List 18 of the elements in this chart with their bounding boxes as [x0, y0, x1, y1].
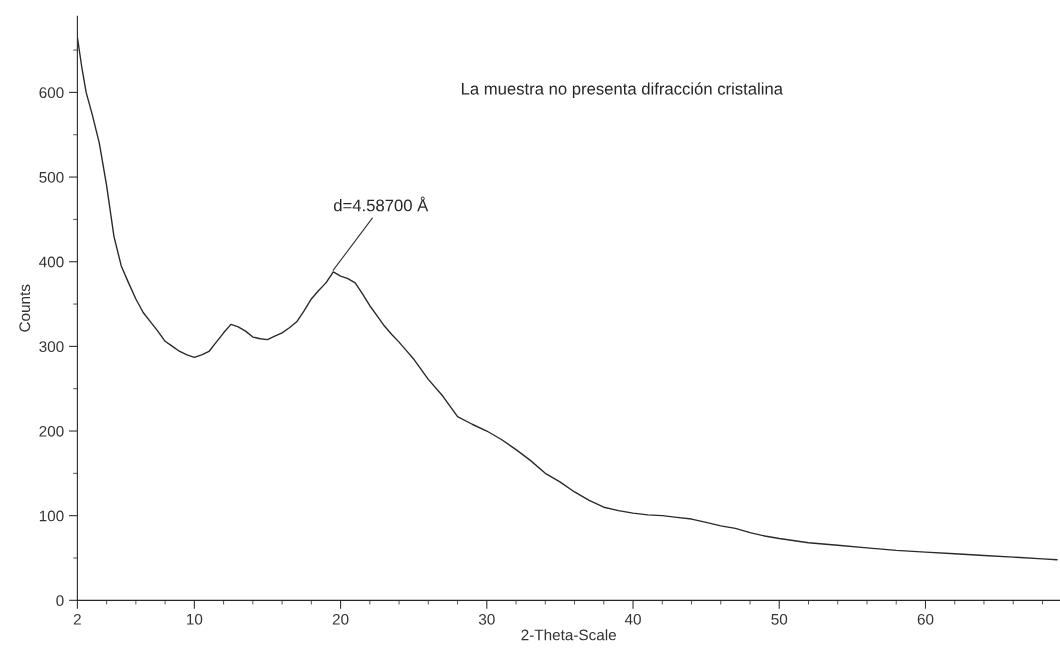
y-tick-label: 200: [39, 425, 64, 437]
x-tick-label: 60: [917, 613, 934, 625]
x-tick-label: 10: [187, 613, 203, 625]
y-tick-label: 500: [39, 171, 64, 183]
x-tick-label: 50: [771, 613, 788, 625]
y-tick-label: 0: [56, 595, 64, 607]
x-tick-label: 20: [332, 613, 349, 625]
annotation: La muestra no presenta difracción cristalina: [461, 82, 783, 98]
x-axis-title: 2-Theta-Scale: [521, 629, 616, 641]
annotation: d=4.58700 Å: [333, 196, 429, 212]
y-tick-label: 300: [39, 341, 64, 353]
x-tick-label: 2: [73, 613, 81, 625]
y-tick-label: 600: [39, 87, 64, 99]
y-axis-title: Counts: [19, 284, 31, 332]
x-tick-label: 40: [624, 613, 641, 625]
x-tick-label: 30: [478, 613, 495, 625]
y-tick-label: 400: [39, 256, 64, 268]
y-tick-label: 100: [39, 510, 64, 522]
